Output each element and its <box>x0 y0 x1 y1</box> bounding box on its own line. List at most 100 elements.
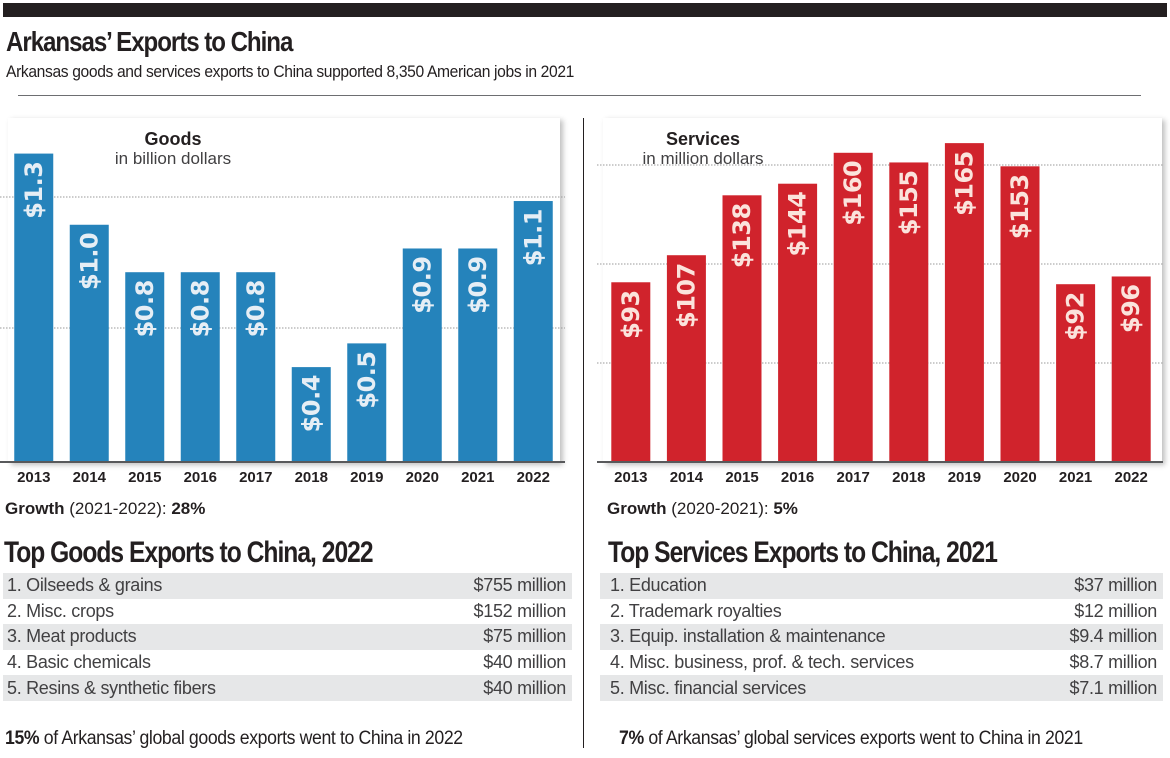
bar-value-label: $1.1 <box>519 209 547 266</box>
bar-2015 <box>722 195 762 462</box>
x-tick-label: 2015 <box>128 469 161 486</box>
x-tick-label: 2022 <box>1115 469 1148 486</box>
bar-value-label: $144 <box>784 192 812 257</box>
bar-value-label: $92 <box>1062 292 1090 341</box>
item-name: 4. Misc. business, prof. & tech. service… <box>610 652 914 673</box>
goods-share-note: 15% of Arkansas’ global goods exports we… <box>5 728 463 750</box>
table-row: 5. Misc. financial services $7.1 million <box>600 675 1163 701</box>
bar-value-label: $0.4 <box>297 375 325 432</box>
item-name: 1. Education <box>610 575 707 596</box>
x-tick-label: 2020 <box>1003 469 1036 486</box>
bar-value-label: $0.5 <box>353 351 381 408</box>
services-growth-label: Growth <box>607 499 667 518</box>
top-services-table: 1. Education $37 million 2. Trademark roy… <box>600 573 1163 701</box>
bar-2017 <box>236 272 276 462</box>
item-value: $37 million <box>1074 575 1157 596</box>
bar-value-label: $138 <box>728 203 756 268</box>
bar-2016 <box>180 272 220 462</box>
table-row: 1. Oilseeds & grains $755 million <box>3 573 572 599</box>
bar-2013 <box>14 153 54 462</box>
x-tick-label: 2016 <box>184 469 217 486</box>
item-value: $12 million <box>1074 600 1157 621</box>
item-name: 2. Trademark royalties <box>610 600 782 621</box>
bar-2018 <box>291 367 331 462</box>
x-tick-label: 2017 <box>239 469 272 486</box>
x-tick-label: 2013 <box>17 469 50 486</box>
bar-2013 <box>611 282 651 462</box>
item-value: $9.4 million <box>1069 626 1158 647</box>
services-share-note: 7% of Arkansas’ global services exports … <box>619 728 1083 750</box>
bar-value-label: $0.9 <box>464 256 492 313</box>
top-services-title: Top Services Exports to China, 2021 <box>608 536 998 569</box>
item-name: 1. Oilseeds & grains <box>7 575 163 596</box>
table-row: 2. Trademark royalties $12 million <box>600 599 1163 625</box>
x-tick-label: 2019 <box>350 469 383 486</box>
table-row: 4. Basic chemicals $40 million <box>3 650 572 676</box>
x-tick-label: 2014 <box>670 469 704 486</box>
x-tick-label: 2020 <box>406 469 439 486</box>
bar-value-label: $1.0 <box>75 233 103 290</box>
x-tick-label: 2021 <box>461 469 494 486</box>
bar-2019 <box>347 343 387 462</box>
page-subtitle: Arkansas goods and services exports to C… <box>6 62 574 81</box>
bar-value-label: $1.3 <box>20 162 48 219</box>
column-divider <box>583 118 584 748</box>
bar-value-label: $155 <box>895 170 923 235</box>
bar-value-label: $160 <box>839 161 867 226</box>
goods-growth-label: Growth <box>5 499 65 518</box>
x-tick-label: 2018 <box>295 469 328 486</box>
x-tick-label: 2014 <box>73 469 107 486</box>
item-value: $755 million <box>473 575 567 596</box>
chart-subtitle: in million dollars <box>643 149 764 168</box>
bar-2022 <box>1111 276 1151 462</box>
services-growth-value: 5% <box>773 499 798 518</box>
item-name: 5. Misc. financial services <box>610 677 806 698</box>
item-name: 2. Misc. crops <box>7 600 114 621</box>
table-row: 3. Meat products $75 million <box>3 624 572 650</box>
top-goods-table: 1. Oilseeds & grains $755 million 2. Misc… <box>3 573 572 701</box>
item-name: 3. Equip. installation & maintenance <box>610 626 886 647</box>
bar-2016 <box>778 183 818 462</box>
bar-2014 <box>69 224 109 462</box>
services-growth-period: (2020-2021): <box>671 499 769 518</box>
top-banner-bar <box>3 3 1167 17</box>
bar-2019 <box>944 143 984 462</box>
item-name: 3. Meat products <box>7 626 137 647</box>
bar-value-label: $0.8 <box>242 280 270 337</box>
bar-2018 <box>889 162 929 462</box>
table-row: 2. Misc. crops $152 million <box>3 599 572 625</box>
page-title: Arkansas’ Exports to China <box>6 26 293 57</box>
goods-growth-value: 28% <box>171 499 206 518</box>
item-value: $7.1 million <box>1069 677 1158 698</box>
chart-title: Goods <box>145 129 202 149</box>
goods-share-value: 15% <box>5 728 40 749</box>
bar-value-label: $153 <box>1006 174 1034 239</box>
bar-2017 <box>833 152 873 463</box>
item-value: $40 million <box>483 677 566 698</box>
table-row: 3. Equip. installation & maintenance $9.4… <box>600 624 1163 650</box>
x-tick-label: 2016 <box>781 469 814 486</box>
bar-value-label: $0.8 <box>131 280 159 337</box>
services-share-text: of Arkansas’ global services exports wen… <box>643 728 1083 749</box>
item-value: $75 million <box>483 626 566 647</box>
bar-2022 <box>513 201 553 462</box>
x-tick-label: 2018 <box>892 469 925 486</box>
goods-growth: Growth (2021-2022): 28% <box>5 499 205 519</box>
bar-2021 <box>1056 284 1096 462</box>
header-rule <box>18 95 1141 96</box>
bar-value-label: $0.8 <box>186 280 214 337</box>
services-share-value: 7% <box>619 728 644 749</box>
x-tick-label: 2019 <box>948 469 981 486</box>
bar-2020 <box>402 248 442 462</box>
x-tick-label: 2022 <box>517 469 550 486</box>
bar-2021 <box>458 248 498 462</box>
x-tick-label: 2015 <box>725 469 758 486</box>
x-tick-label: 2013 <box>614 469 647 486</box>
chart-subtitle: in billion dollars <box>115 149 231 168</box>
table-row: 1. Education $37 million <box>600 573 1163 599</box>
x-tick-label: 2021 <box>1059 469 1092 486</box>
bar-2020 <box>1000 166 1040 462</box>
bar-value-label: $93 <box>617 290 645 339</box>
